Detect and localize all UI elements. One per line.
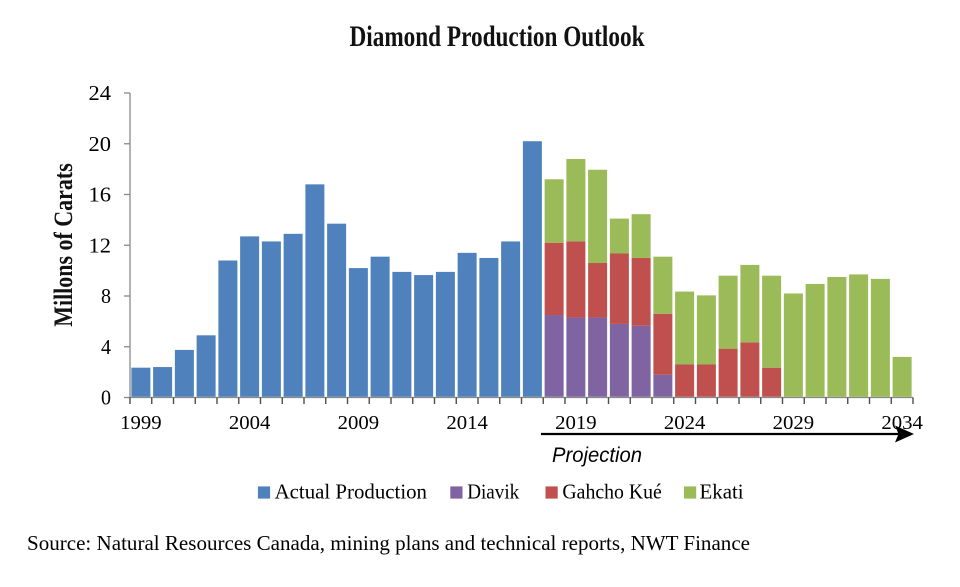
svg-text:1999: 1999 <box>120 412 161 434</box>
svg-text:2034: 2034 <box>881 412 923 434</box>
svg-text:2014: 2014 <box>446 412 488 434</box>
svg-text:2029: 2029 <box>773 412 815 434</box>
svg-text:Diavik: Diavik <box>467 479 519 503</box>
svg-text:Millons of Carats: Millons of Carats <box>49 163 78 327</box>
svg-text:4: 4 <box>101 335 111 359</box>
svg-text:24: 24 <box>89 81 112 105</box>
svg-text:12: 12 <box>89 233 112 257</box>
svg-text:0: 0 <box>101 386 111 410</box>
svg-text:2019: 2019 <box>555 412 597 434</box>
svg-text:Gahcho Kué: Gahcho Kué <box>562 479 661 503</box>
svg-text:20: 20 <box>89 132 112 156</box>
svg-text:Source: Natural Resources Cana: Source: Natural Resources Canada, mining… <box>27 531 750 555</box>
svg-text:Ekati: Ekati <box>700 479 744 503</box>
svg-text:Actual Production: Actual Production <box>275 479 428 503</box>
svg-text:8: 8 <box>101 284 111 308</box>
svg-text:Projection: Projection <box>552 444 642 467</box>
svg-text:Diamond Production Outlook: Diamond Production Outlook <box>350 20 645 53</box>
svg-text:2004: 2004 <box>229 412 271 434</box>
svg-text:2009: 2009 <box>338 412 380 434</box>
svg-text:16: 16 <box>89 183 112 207</box>
svg-text:2024: 2024 <box>664 412 706 434</box>
